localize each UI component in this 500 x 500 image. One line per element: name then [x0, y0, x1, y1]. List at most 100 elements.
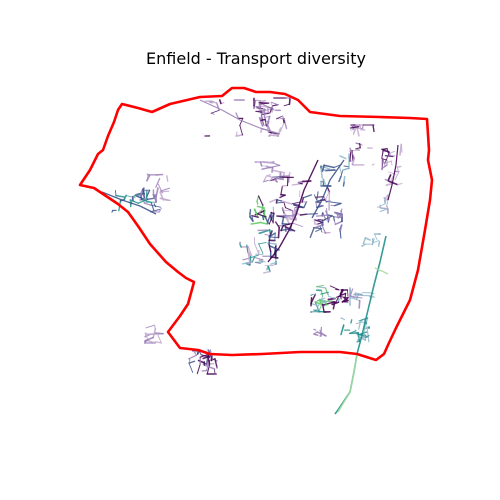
road-segment — [314, 223, 319, 226]
road-segment — [319, 298, 322, 304]
road-segment — [350, 319, 353, 324]
map-title: Enfield - Transport diversity — [146, 49, 366, 68]
road-segment — [266, 124, 273, 135]
road-segment — [292, 222, 304, 227]
road-segment — [166, 175, 169, 182]
road-segment — [241, 261, 254, 265]
road-segment — [381, 148, 390, 153]
road-segment — [239, 117, 244, 126]
road-segment — [334, 220, 343, 226]
road-segment — [247, 253, 251, 262]
road-segment — [270, 211, 275, 215]
road-segment — [258, 210, 261, 215]
road-segment — [275, 201, 285, 204]
road-segment — [320, 300, 331, 304]
road-segment — [219, 99, 222, 105]
road-segment — [260, 112, 263, 122]
road-segment — [372, 240, 380, 244]
road-segment — [301, 196, 305, 203]
road-segment — [251, 214, 259, 218]
road-segment — [275, 221, 280, 229]
road-segment — [254, 243, 259, 253]
road-segment — [202, 354, 213, 360]
road-segment — [270, 101, 279, 106]
road-segment — [347, 289, 349, 297]
road-segment — [379, 203, 386, 207]
road-segment — [263, 270, 271, 274]
road-segment — [326, 208, 328, 217]
road-segment — [349, 150, 352, 162]
road-segment — [351, 157, 356, 166]
road-segment — [321, 303, 325, 313]
road-segment — [260, 221, 268, 225]
road-segment — [290, 201, 301, 205]
road-segment — [268, 133, 279, 137]
road-segment — [349, 296, 361, 302]
road-segment — [384, 160, 392, 165]
road-segment — [283, 201, 286, 209]
road-segment — [301, 180, 312, 183]
road-segment — [320, 166, 323, 179]
road-segment — [272, 169, 286, 174]
road-segment — [310, 296, 313, 307]
road-segment — [359, 143, 361, 149]
enfield-boundary — [78, 86, 434, 362]
road-segment — [327, 297, 336, 301]
road-segment — [258, 99, 267, 103]
road-segment — [255, 213, 267, 218]
road-segment — [316, 284, 324, 288]
road-segment — [343, 165, 350, 168]
road-segment — [269, 214, 274, 224]
transport-corridor — [199, 99, 281, 135]
road-segment — [400, 143, 403, 153]
road-segment — [384, 155, 394, 158]
road-segment — [267, 131, 279, 135]
road-segment — [235, 134, 244, 137]
transport-corridor — [374, 267, 389, 275]
road-segment — [188, 362, 194, 373]
road-segment — [310, 302, 320, 307]
road-segment — [268, 243, 272, 253]
road-segment — [332, 216, 343, 219]
road-segment — [255, 110, 263, 113]
road-segment — [277, 226, 281, 239]
road-segment — [382, 147, 388, 151]
road-segment — [207, 100, 214, 103]
road-segment — [153, 203, 157, 208]
road-segment — [381, 164, 388, 170]
road-segment — [339, 230, 342, 239]
road-segment — [321, 164, 325, 172]
road-segment — [309, 227, 315, 238]
road-segment — [356, 126, 360, 137]
road-segment — [248, 254, 259, 259]
road-segment — [266, 174, 271, 177]
road-segment — [335, 295, 340, 303]
road-segment — [150, 201, 155, 211]
road-segment — [144, 336, 155, 342]
road-segment — [302, 194, 312, 199]
road-segment — [310, 294, 313, 296]
road-segment — [258, 243, 264, 254]
road-segment — [385, 183, 392, 187]
road-segment — [381, 155, 386, 168]
road-segment — [157, 183, 162, 192]
road-segment — [160, 187, 171, 192]
road-segment — [140, 198, 152, 203]
road-segment — [314, 301, 320, 313]
road-segment — [371, 163, 375, 166]
road-segment — [256, 205, 265, 209]
road-segment — [355, 321, 363, 325]
road-segment — [267, 265, 271, 273]
road-segment — [281, 184, 289, 187]
road-segment — [332, 216, 336, 222]
road-segment — [246, 244, 249, 253]
road-segment — [381, 158, 388, 161]
road-segment — [114, 190, 117, 197]
road-segment — [239, 124, 243, 136]
road-segment — [188, 354, 198, 360]
road-segment — [131, 192, 141, 198]
road-segment — [282, 115, 285, 120]
road-segment — [358, 299, 361, 309]
road-segment — [284, 215, 291, 225]
road-segment — [250, 221, 262, 225]
